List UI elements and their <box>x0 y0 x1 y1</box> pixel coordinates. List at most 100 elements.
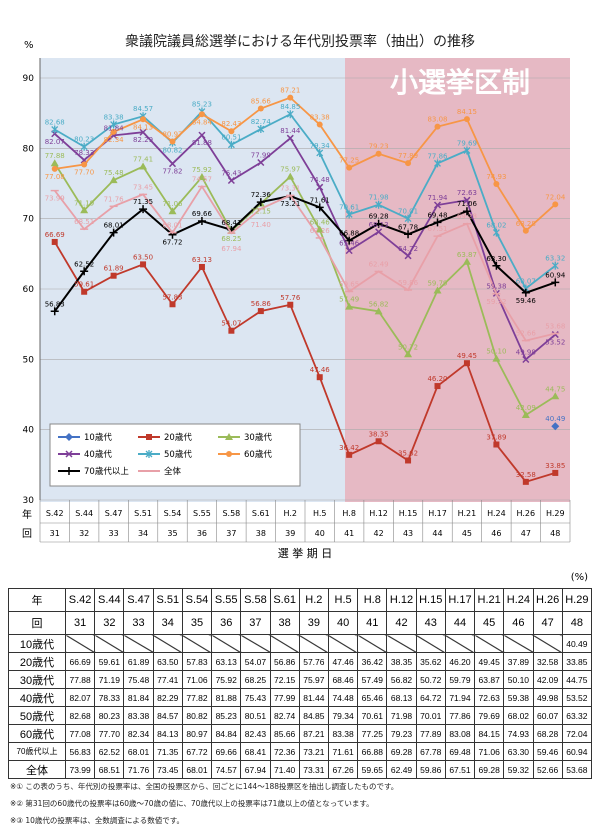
table-cell: 42.09 <box>532 670 563 689</box>
data-label: 68.28 <box>516 220 536 228</box>
data-point <box>257 158 265 167</box>
x-tick-label: H.15 <box>399 509 418 518</box>
table-cell: 50.72 <box>415 670 446 689</box>
table-cell: 44.75 <box>561 670 593 689</box>
x-session-label: 43 <box>403 529 413 538</box>
table-cell <box>123 634 154 653</box>
row-header: 20歳代 <box>8 652 66 671</box>
table-cell: 77.86 <box>444 706 476 725</box>
table-cell: 57.49 <box>357 670 388 689</box>
table-cell: 73.45 <box>152 760 183 779</box>
data-label: 35.62 <box>398 449 418 457</box>
table-cell: 68.25 <box>240 670 271 689</box>
data-point <box>256 198 265 207</box>
single-seat-annotation: 小選挙区制 <box>390 66 530 99</box>
table-cell: 67.72 <box>181 742 213 761</box>
row-header: 回 <box>8 611 66 635</box>
x-session-label: 34 <box>138 529 148 538</box>
table-cell: 78.33 <box>94 688 125 707</box>
data-label: 84.85 <box>280 103 300 111</box>
data-point <box>65 450 73 458</box>
data-point <box>346 451 353 458</box>
table-cell: 56.83 <box>64 742 96 761</box>
data-label: 68.02 <box>486 222 506 230</box>
data-point <box>198 263 205 270</box>
data-point <box>139 162 148 170</box>
data-point <box>492 261 501 270</box>
table-cell: 63.87 <box>474 670 505 689</box>
data-label: 52.66 <box>516 330 537 338</box>
data-label: 59.46 <box>516 297 537 305</box>
data-point <box>434 123 441 130</box>
data-point <box>169 301 176 308</box>
data-label: 56.82 <box>369 300 389 308</box>
table-cell: 82.74 <box>269 706 300 725</box>
data-point <box>551 261 559 270</box>
x-tick-label: H.24 <box>487 509 506 518</box>
table-cell <box>152 634 183 653</box>
data-label: 33.85 <box>545 462 565 470</box>
data-label: 71.76 <box>104 195 125 203</box>
table-cell: 72.63 <box>474 688 505 707</box>
table-cell: H.26 <box>532 588 563 612</box>
data-label: 67.26 <box>310 227 331 235</box>
data-label: 80.82 <box>162 147 182 155</box>
data-label: 71.61 <box>310 196 330 204</box>
table-cell: 35.62 <box>415 652 446 671</box>
data-label: 69.28 <box>369 213 389 221</box>
data-label: 67.78 <box>398 223 418 231</box>
data-label: 37.89 <box>486 434 506 442</box>
data-label: 71.06 <box>457 200 478 208</box>
data-point <box>345 302 354 310</box>
table-cell: 67.94 <box>240 760 271 779</box>
data-point <box>434 383 441 390</box>
data-point <box>463 360 470 367</box>
table-cell: 61.89 <box>123 652 154 671</box>
chart-title: 衆議院議員総選挙における年代別投票率（抽出）の推移 <box>125 33 475 50</box>
table-cell <box>357 634 388 653</box>
data-label: 46.20 <box>427 375 447 383</box>
table-cell: 68.46 <box>327 670 359 689</box>
table-cell: S.58 <box>240 588 271 612</box>
data-point <box>462 257 471 265</box>
table-cell: 80.97 <box>181 724 213 743</box>
table-cell <box>415 634 446 653</box>
data-point <box>463 146 471 155</box>
data-point <box>375 228 383 236</box>
data-label: 68.01 <box>104 222 124 230</box>
table-cell: 73.21 <box>298 742 329 761</box>
data-label: 69.66 <box>192 210 213 218</box>
data-label: 79.34 <box>310 142 331 150</box>
data-label: 77.88 <box>45 152 65 160</box>
x-session-label: 47 <box>521 529 531 538</box>
data-label: 63.50 <box>133 253 153 261</box>
table-row: 20歳代 66.69 59.61 61.89 63.50 57.83 63.13 54.07 5… <box>8 652 593 671</box>
data-point <box>51 238 58 245</box>
table-cell: 71.76 <box>123 760 154 779</box>
table-cell: 67.78 <box>415 742 446 761</box>
session-row-label: 回 <box>22 528 32 540</box>
data-point <box>51 165 58 172</box>
table-cell: 77.99 <box>269 688 300 707</box>
data-label: 84.84 <box>192 118 213 126</box>
table-cell: 38 <box>269 611 300 635</box>
data-point <box>521 288 530 297</box>
table-row: 10歳代 40.49 <box>8 634 593 653</box>
data-label: 63.30 <box>486 255 506 263</box>
data-point <box>315 225 324 233</box>
data-label: 59.38 <box>486 282 506 290</box>
table-row: 全体 73.99 68.51 71.76 73.45 68.01 74.57 67.94 71.… <box>8 760 593 779</box>
data-label: 71.40 <box>251 221 271 229</box>
data-point <box>375 438 382 445</box>
data-label: 49.45 <box>457 352 477 360</box>
table-cell: 40.49 <box>561 634 593 653</box>
row-header: 50歳代 <box>8 706 66 725</box>
data-label: 77.82 <box>162 168 182 176</box>
table-cell: 77.25 <box>357 724 388 743</box>
x-tick-label: H.2 <box>284 509 298 518</box>
data-label: 71.35 <box>133 198 153 206</box>
series-4 <box>51 107 559 293</box>
table-cell: 77.89 <box>415 724 446 743</box>
data-label: 75.48 <box>104 169 124 177</box>
data-point <box>404 230 413 239</box>
